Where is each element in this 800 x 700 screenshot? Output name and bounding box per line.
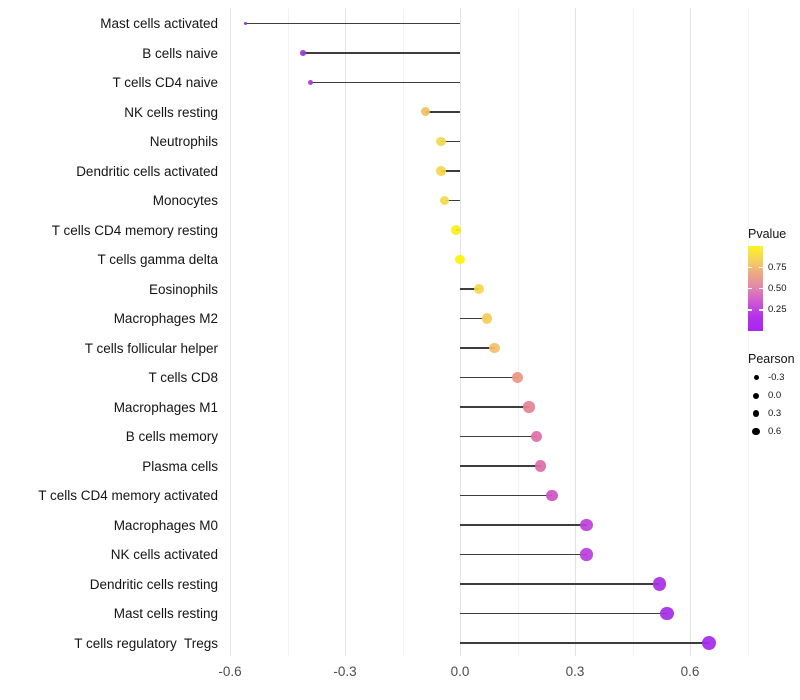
legend-size-dot (753, 392, 759, 399)
lollipop-stem (460, 553, 587, 556)
major-gridline (345, 8, 346, 656)
lollipop-dot (436, 136, 446, 147)
lollipop-stem (460, 524, 587, 526)
y-axis-label: NK cells activated (110, 547, 218, 562)
colorbar-tick-label: 0.75 (768, 261, 787, 273)
y-axis-label: NK cells resting (124, 104, 218, 120)
lollipop-dot (660, 606, 674, 621)
minor-gridline (632, 8, 634, 656)
pearson-legend-title: Pearson (748, 352, 795, 366)
y-axis-label: Neutrophils (149, 134, 218, 149)
colorbar-tick-label: 0.50 (768, 283, 787, 294)
lollipop-dot (702, 635, 717, 651)
minor-gridline (747, 8, 749, 656)
major-gridline (230, 8, 231, 656)
y-axis-label: Plasma cells (142, 458, 218, 474)
legend-size-label: 0.0 (768, 390, 782, 401)
colorbar-tick-mark (759, 266, 763, 268)
lollipop-stem (245, 22, 460, 25)
lollipop-stem (444, 199, 460, 202)
lollipop-dot (481, 313, 492, 324)
colorbar-tick-mark (759, 287, 763, 290)
y-axis-label: T cells follicular helper (84, 340, 218, 356)
y-axis-label: Mast cells resting (113, 606, 218, 621)
y-axis-label: Mast cells activated (100, 16, 218, 31)
x-axis-tick-label: 0.0 (450, 664, 470, 679)
lollipop-stem (460, 288, 480, 290)
colorbar-tick-label: 0.25 (768, 304, 787, 316)
lollipop-dot (307, 79, 314, 86)
legend-size-dot (752, 427, 760, 436)
lollipop-dot (523, 401, 535, 413)
lollipop-dot (420, 107, 430, 117)
lollipop-dot (436, 166, 446, 176)
y-axis-label: Macrophages M0 (113, 517, 218, 533)
legend-size-label: 0.6 (768, 426, 782, 437)
legend-size-dot (752, 410, 760, 417)
major-gridline (690, 8, 691, 656)
x-axis-tick-label: 0.3 (565, 664, 585, 679)
colorbar-tick-mark (748, 309, 752, 311)
y-axis-label: Macrophages M1 (113, 399, 218, 415)
lollipop-dot (534, 460, 547, 472)
lollipop-dot (580, 548, 593, 561)
y-axis-label: Dendritic cells activated (76, 163, 218, 179)
y-axis-label: T cells CD4 memory activated (38, 488, 218, 503)
lollipop-dot (455, 254, 465, 265)
lollipop-dot (300, 50, 306, 56)
colorbar-tick-mark (748, 266, 752, 268)
lollipop-dot (474, 283, 485, 295)
lollipop-stem (460, 612, 667, 615)
y-axis-label: T cells gamma delta (97, 252, 218, 267)
lollipop-dot (439, 195, 450, 206)
legend-size-label: -0.3 (768, 372, 785, 383)
y-axis-label: T cells CD8 (148, 370, 218, 385)
y-axis-label: Monocytes (152, 193, 218, 208)
lollipop-stem (460, 583, 660, 585)
y-axis-label: B cells memory (125, 429, 218, 444)
lollipop-stem (460, 406, 529, 408)
colorbar-tick-mark (748, 287, 752, 290)
lollipop-stem (460, 642, 710, 644)
y-axis-label: T cells CD4 naive (112, 75, 218, 90)
lollipop-dot (652, 577, 666, 591)
lollipop-stem (460, 317, 487, 320)
lollipop-stem (460, 435, 537, 438)
lollipop-stem (440, 140, 460, 143)
minor-gridline (287, 8, 289, 656)
colorbar-tick-mark (759, 309, 763, 311)
legend-size-dot (753, 375, 759, 380)
lollipop-stem (302, 52, 460, 54)
major-gridline (460, 8, 461, 656)
lollipop-dot (451, 225, 462, 235)
y-axis-label: T cells regulatory Tregs (74, 635, 218, 651)
x-axis-tick-label: -0.6 (218, 664, 242, 679)
lollipop-stem (460, 376, 518, 379)
lollipop-stem (440, 170, 460, 172)
lollipop-stem (460, 494, 552, 497)
lollipop-stem (425, 111, 460, 113)
x-axis-tick-label: -0.3 (333, 664, 357, 679)
y-axis-label: B cells naive (142, 45, 218, 61)
lollipop-dot (580, 518, 593, 532)
minor-gridline (402, 8, 404, 656)
legend-size-label: 0.3 (768, 408, 782, 419)
pvalue-legend-title: Pvalue (748, 227, 787, 241)
major-gridline (575, 8, 576, 656)
x-axis-tick-label: 0.6 (680, 664, 700, 679)
lollipop-dot (512, 372, 523, 383)
lollipop-stem (310, 81, 460, 84)
lollipop-dot (489, 342, 500, 354)
minor-gridline (517, 8, 519, 656)
y-axis-label: Dendritic cells resting (89, 576, 218, 592)
lollipop-stem (460, 347, 495, 349)
y-axis-label: T cells CD4 memory resting (51, 222, 218, 238)
y-axis-label: Macrophages M2 (113, 311, 218, 326)
y-axis-label: Eosinophils (148, 281, 218, 297)
lollipop-dot (243, 22, 247, 25)
lollipop-dot (546, 489, 558, 502)
lollipop-stem (460, 465, 541, 467)
lollipop-dot (531, 430, 543, 443)
